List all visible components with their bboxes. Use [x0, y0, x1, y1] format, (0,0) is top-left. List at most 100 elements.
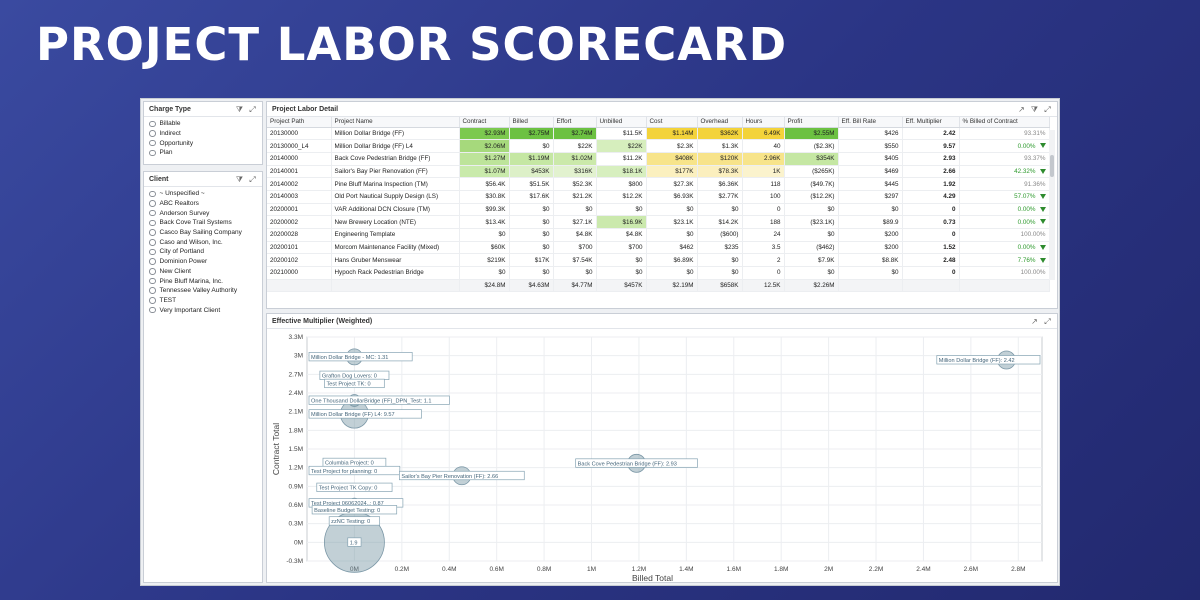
client-option[interactable]: TEST — [149, 296, 257, 306]
radio-button[interactable] — [149, 190, 156, 198]
client-option[interactable]: Dominion Power — [149, 257, 257, 267]
cell-path: 20140003 — [267, 190, 332, 204]
table-row[interactable]: 20200002 New Brewery Location (NTE) $13.4K… — [267, 215, 1050, 229]
y-tick-label: 2.7M — [289, 371, 303, 378]
client-option[interactable]: Anderson Survey — [149, 208, 257, 218]
table-row[interactable]: 20140001 Sailor's Bay Pier Renovation (FF… — [267, 165, 1050, 179]
column-header[interactable]: Profit — [784, 117, 839, 128]
cell-hours: 2 — [742, 253, 785, 268]
maximize-icon[interactable]: ⤢ — [249, 104, 256, 114]
radio-button[interactable] — [149, 268, 156, 275]
charge-type-option[interactable]: Indirect — [149, 129, 257, 139]
column-header[interactable]: Project Name — [331, 117, 460, 128]
radio-button[interactable] — [149, 130, 156, 137]
x-tick-label: 2M — [824, 566, 833, 573]
column-header[interactable]: Unbilled — [596, 117, 647, 128]
client-option-label: Dominion Power — [159, 258, 208, 266]
cell-effort: $52.3K — [553, 177, 597, 191]
clear-filter-icon[interactable]: ⧩ — [1030, 104, 1039, 114]
client-option[interactable]: Casco Bay Sailing Company — [149, 228, 257, 238]
radio-button[interactable] — [149, 139, 156, 147]
table-row[interactable]: 20130000_L4 Million Dollar Bridge (FF) L4… — [267, 139, 1050, 153]
client-option[interactable]: ABC Realtors — [149, 199, 257, 209]
cell-effort: $7.54K — [553, 253, 597, 268]
radio-button[interactable] — [149, 200, 156, 207]
cell-billed: $2.75M — [509, 127, 554, 141]
column-header[interactable]: Cost — [646, 117, 698, 128]
table-row[interactable]: 20200028 Engineering Template $0 $0 $4.8K $4.… — [267, 228, 1050, 242]
radio-button[interactable] — [149, 297, 156, 304]
table-row[interactable]: 20200101 Morcom Maintenance Facility (Mix… — [267, 241, 1050, 255]
cell-mult: 0.73 — [902, 215, 960, 229]
percent-value: 93.37% — [1024, 155, 1046, 163]
radio-button[interactable] — [149, 120, 156, 128]
client-option[interactable]: Pine Bluff Marina, Inc. — [149, 276, 257, 286]
table-row[interactable]: 20210000 Hypoch Rack Pedestrian Bridge $0 $… — [267, 266, 1050, 280]
maximize-icon[interactable]: ⤢ — [249, 174, 256, 184]
cell-overhead: $120K — [697, 152, 743, 166]
radio-button[interactable] — [149, 248, 156, 256]
cell-pct: 0.00% — [959, 215, 1050, 229]
y-tick-label: 3M — [294, 353, 303, 360]
cell-contract: $0 — [459, 228, 510, 242]
column-header[interactable]: Hours — [742, 117, 785, 128]
maximize-icon[interactable]: ⤢ — [1044, 104, 1051, 114]
client-option[interactable]: Caso and Wilson, Inc. — [149, 237, 257, 247]
charge-type-option[interactable]: Billable — [149, 119, 257, 129]
maximize-icon[interactable]: ⤢ — [1044, 316, 1051, 326]
table-row[interactable]: 20130000 Million Dollar Bridge (FF) $2.93M… — [267, 127, 1050, 141]
column-header[interactable]: Billed — [509, 117, 554, 128]
column-header[interactable]: % Billed of Contract — [959, 117, 1050, 128]
cell-profit: ($462) — [784, 241, 839, 255]
radio-button[interactable] — [149, 277, 156, 285]
cell-profit: ($12.2K) — [784, 190, 839, 204]
radio-button[interactable] — [149, 229, 156, 236]
radio-button[interactable] — [149, 219, 156, 227]
clear-filter-icon[interactable]: ⧩ — [235, 104, 244, 114]
table-row[interactable]: 20140003 Old Port Nautical Supply Design … — [267, 190, 1050, 204]
radio-button[interactable] — [149, 209, 156, 217]
point-label-box — [347, 537, 362, 547]
cell-cost: $23.1K — [646, 215, 698, 229]
vertical-scrollbar[interactable] — [1049, 130, 1055, 280]
cell-unbilled: $11.2K — [596, 152, 647, 166]
client-option[interactable]: ~ Unspecified ~ — [149, 189, 257, 199]
cell-pct: 57.07% — [959, 190, 1050, 204]
cell-mult: 0 — [902, 203, 960, 217]
column-header[interactable]: Eff. Multiplier — [902, 117, 960, 128]
column-header[interactable]: Eff. Bill Rate — [838, 117, 903, 128]
point-label-box — [308, 395, 450, 405]
column-header[interactable]: Contract — [459, 117, 510, 128]
table-row[interactable]: 20140000 Back Cove Pedestrian Bridge (FF)… — [267, 152, 1050, 166]
radio-button[interactable] — [149, 149, 156, 157]
charge-type-option[interactable]: Opportunity — [149, 138, 257, 148]
table-row[interactable]: 20140002 Pine Bluff Marina Inspection (TM… — [267, 177, 1050, 191]
radio-button[interactable] — [149, 287, 156, 294]
radio-button[interactable] — [149, 258, 156, 265]
totals-row: $24.8M $4.63M $4.77M $457K $2.19M $658K 12.5K $… — [267, 278, 1050, 293]
column-header[interactable]: Overhead — [697, 117, 743, 128]
charge-type-option[interactable]: Plan — [149, 148, 257, 158]
table-row[interactable]: 20200102 Hans Gruber Menswear $219K $17K $7.… — [267, 253, 1050, 268]
cell-profit: $7.9K — [784, 253, 839, 268]
cell-name: Old Port Nautical Supply Design (LS) — [331, 190, 460, 204]
export-icon[interactable]: ↗ — [1018, 104, 1025, 114]
client-option-label: Caso and Wilson, Inc. — [159, 238, 223, 246]
client-option[interactable]: Very Important Client — [149, 305, 257, 315]
export-icon[interactable]: ↗ — [1031, 316, 1038, 326]
client-option[interactable]: Tennessee Valley Authority — [149, 286, 257, 296]
client-option[interactable]: Back Cove Trail Systems — [149, 218, 257, 228]
cell-contract: $99.3K — [459, 203, 510, 217]
table-row[interactable]: 20200001 VAR Additional DCN Closure (TM) $… — [267, 203, 1050, 217]
radio-button[interactable] — [149, 239, 156, 246]
column-header[interactable]: Project Path — [267, 117, 332, 128]
client-option[interactable]: City of Portland — [149, 247, 257, 257]
scrollbar-thumb[interactable] — [1050, 155, 1054, 177]
client-option[interactable]: New Client — [149, 267, 257, 277]
cell-mult: 2.66 — [902, 165, 960, 179]
radio-button[interactable] — [149, 306, 156, 314]
cell-name: Morcom Maintenance Facility (Mixed) — [331, 241, 460, 255]
x-tick-label: 2.2M — [869, 566, 883, 573]
clear-filter-icon[interactable]: ⧩ — [235, 174, 244, 184]
column-header[interactable]: Effort — [553, 117, 597, 128]
